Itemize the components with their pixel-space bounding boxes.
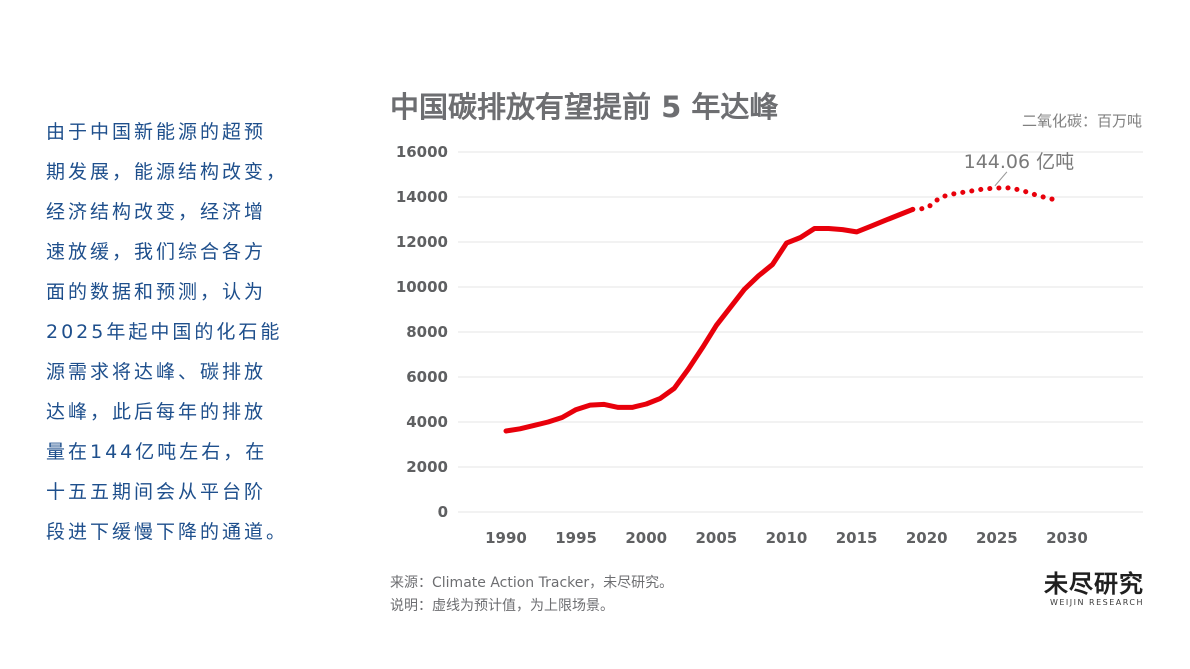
x-tick-label: 2030 xyxy=(1046,529,1088,547)
logo-chinese: 未尽研究 xyxy=(1044,569,1144,598)
y-tick-label: 0 xyxy=(438,503,448,521)
description-line: 量在144亿吨左右，在 xyxy=(46,441,268,463)
description-text: 由于中国新能源的超预 期发展，能源结构改变， 经济结构改变，经济增 速放缓，我们… xyxy=(46,112,336,552)
description-line: 速放缓，我们综合各方 xyxy=(46,241,267,263)
historical-series-line xyxy=(503,206,916,434)
peak-annotation: 144.06 亿吨 xyxy=(964,151,1075,173)
x-axis-ticks: 1990 1995 2000 2005 2010 2015 2020 2025 2030 xyxy=(485,529,1088,547)
y-tick-label: 14000 xyxy=(396,188,448,206)
y-tick-label: 2000 xyxy=(406,458,448,476)
logo-english: WEIJIN RESEARCH xyxy=(1049,598,1144,607)
source-note: 来源：Climate Action Tracker，未尽研究。 xyxy=(390,575,674,591)
y-axis-ticks: 0 2000 4000 6000 8000 10000 12000 14000 16000 xyxy=(396,143,448,521)
y-tick-label: 6000 xyxy=(406,368,448,386)
description-line: 源需求将达峰、碳排放 xyxy=(46,361,267,383)
description-line: 段进下缓慢下降的通道。 xyxy=(46,521,289,543)
description-line: 达峰，此后每年的排放 xyxy=(46,401,267,423)
unit-label: 二氧化碳：百万吨 xyxy=(1021,112,1142,130)
description-line: 2025年起中国的化石能 xyxy=(46,321,283,343)
x-tick-label: 2000 xyxy=(625,529,667,547)
y-tick-label: 10000 xyxy=(396,278,448,296)
y-tick-label: 8000 xyxy=(406,323,448,341)
explanation-note: 说明：虚线为预计值，为上限场景。 xyxy=(390,598,614,614)
x-tick-label: 2005 xyxy=(696,529,738,547)
grid-lines xyxy=(458,151,1143,513)
series-lines xyxy=(503,185,1056,434)
chart-title: 中国碳排放有望提前 5 年达峰 xyxy=(390,90,779,124)
description-line: 十五五期间会从平台阶 xyxy=(46,481,267,503)
y-tick-label: 12000 xyxy=(396,233,448,251)
description-line: 由于中国新能源的超预 xyxy=(46,121,267,143)
x-tick-label: 1990 xyxy=(485,529,527,547)
x-tick-label: 2025 xyxy=(976,529,1018,547)
annotations: 144.06 亿吨 xyxy=(964,151,1075,187)
peak-annotation-leader xyxy=(994,171,1008,187)
forecast-series-line xyxy=(910,185,1056,212)
x-tick-label: 1995 xyxy=(555,529,597,547)
description-line: 面的数据和预测，认为 xyxy=(46,281,267,303)
y-tick-label: 4000 xyxy=(406,413,448,431)
x-tick-label: 2015 xyxy=(836,529,878,547)
weijin-logo: 未尽研究 WEIJIN RESEARCH xyxy=(1044,569,1144,608)
description-line: 经济结构改变，经济增 xyxy=(46,201,267,223)
y-tick-label: 16000 xyxy=(396,143,448,161)
description-line: 期发展，能源结构改变， xyxy=(46,161,289,183)
x-tick-label: 2020 xyxy=(906,529,948,547)
x-tick-label: 2010 xyxy=(766,529,808,547)
